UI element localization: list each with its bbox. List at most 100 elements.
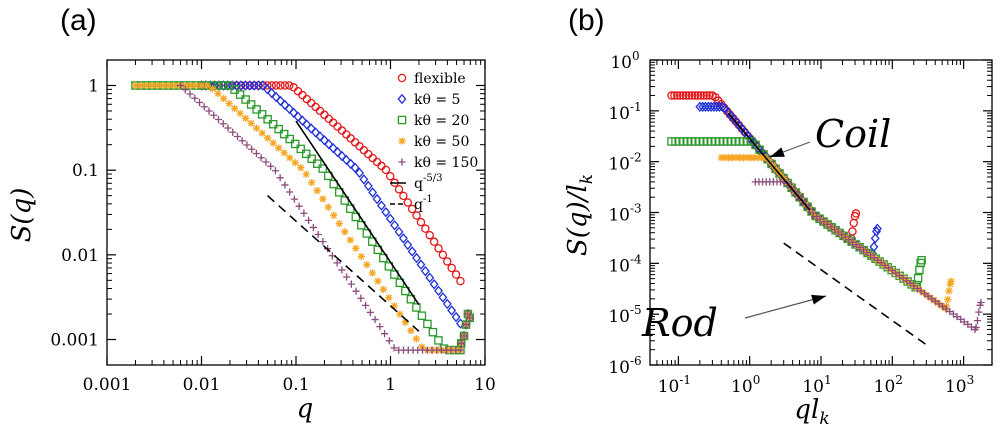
panel-b-data-point	[736, 154, 744, 162]
panel-a-data-point	[390, 302, 398, 310]
panel-a-data-point	[291, 159, 299, 167]
panel-a-data-point	[333, 259, 341, 267]
panel-a-data-point	[195, 98, 204, 107]
panel-a-data-point	[338, 266, 346, 274]
panel-a-data-point	[341, 154, 351, 166]
panel-b-data-point	[897, 273, 905, 281]
panel-b-x-axis-title-main: ql	[794, 395, 819, 425]
panel-b-data-point	[838, 230, 846, 239]
panel-a-data-point	[333, 146, 343, 158]
panel-a-legend-label-base: q	[414, 176, 423, 192]
panel-b-data-point	[892, 269, 900, 277]
panel-a-data-point	[447, 305, 457, 316]
panel-b-data-point	[957, 315, 965, 323]
panel-b-data-point	[975, 308, 983, 316]
panel-b-data-point	[812, 212, 821, 221]
panel-a-data-point	[377, 161, 386, 171]
panel-a-data-point	[350, 162, 360, 174]
panel-b-data-point	[915, 286, 924, 294]
panel-b-data-point	[886, 265, 894, 273]
panel-b-data-point	[848, 227, 857, 236]
panel-b-data-point	[864, 249, 872, 257]
panel-a-legend-marker	[397, 73, 407, 83]
panel-a-data-point	[276, 95, 285, 107]
panel-b-x-tick-base: 10	[731, 377, 753, 397]
panel-b-data-point	[673, 91, 682, 100]
panel-a-data-point	[423, 319, 432, 329]
panel-b-data-point	[931, 297, 940, 305]
rod-arrow-head	[811, 294, 826, 305]
panel-b-data-point	[893, 270, 902, 278]
panel-a-data-point	[297, 115, 307, 126]
panel-a-x-axis-title: q	[297, 394, 314, 424]
panel-a-data-point	[352, 287, 360, 295]
panel-a-data-point	[417, 311, 427, 320]
panel-a-legend-label-exponent: -5/3	[423, 173, 442, 184]
panel-a-data-point	[293, 86, 303, 96]
panel-a-data-point	[412, 335, 420, 343]
panel-a-data-point	[295, 202, 303, 210]
panel-b-y-axis-title: S(q)/lk	[563, 174, 597, 256]
panel-a-data-point	[381, 206, 391, 218]
panel-a-data-point	[421, 224, 430, 233]
panel-a-data-point	[159, 81, 167, 90]
panel-b-x-tick-label: 10-1	[658, 373, 691, 397]
panel-a-guide-lines	[267, 120, 420, 332]
panel-a-data-point	[355, 167, 364, 179]
panel-a-data-point	[337, 150, 347, 162]
panel-a-data-point	[379, 285, 387, 294]
panel-a-data-point	[374, 277, 382, 285]
panel-a-data-point	[346, 158, 356, 170]
panel-a-data-point	[390, 344, 398, 352]
panel-a-data-point	[355, 142, 364, 151]
panel-a-data-point	[342, 130, 351, 139]
panel-a-data-point	[324, 203, 332, 211]
panel-a-data-point	[242, 114, 250, 122]
panel-a-legend-label-base: q	[414, 197, 423, 213]
panel-b-label: (b)	[568, 4, 605, 37]
panel-b-data-point	[972, 323, 980, 332]
panel-a-data-point	[258, 80, 268, 91]
panel-a-data-point	[258, 129, 266, 137]
panel-a-data-point	[142, 81, 151, 90]
panel-b-data-point	[717, 154, 725, 162]
panel-a-data-point	[293, 111, 303, 122]
panel-b-data-point	[869, 241, 879, 252]
panel-b-y-tick-exponent: -5	[630, 303, 642, 317]
panel-a-data-point	[289, 107, 299, 118]
panel-a-data-point	[324, 114, 334, 123]
panel-b-data-point	[758, 154, 766, 162]
panel-a-data-point	[181, 86, 189, 94]
panel-a-data-point	[276, 81, 285, 90]
panel-a-data-point	[380, 330, 389, 338]
panel-a-data-point	[300, 209, 308, 217]
panel-a-data-point	[235, 90, 245, 99]
panel-a-data-point	[429, 237, 439, 247]
panel-a-data-point	[361, 301, 370, 309]
panel-a-data-point	[306, 123, 316, 134]
panel-a-data-point	[324, 139, 334, 150]
panel-a-data-point	[302, 170, 310, 178]
panel-b-data-point	[852, 241, 860, 249]
panel-b-data-point	[872, 226, 881, 237]
panel-a-data-point	[247, 119, 255, 127]
panel-a-data-point	[403, 239, 413, 251]
panel-a-data-point	[438, 292, 448, 303]
panel-a-data-point	[302, 119, 312, 130]
panel-a-data-point	[346, 134, 355, 143]
panel-a-data-point	[257, 154, 265, 162]
panel-a-data-point	[420, 265, 430, 277]
panel-a-data-point	[284, 103, 294, 115]
panel-b-data-point	[941, 304, 949, 312]
panel-b-y-tick-label: 10-5	[608, 303, 641, 327]
panel-a-data-point	[357, 252, 365, 261]
panel-a-legend-label: kθ = 20	[414, 113, 469, 129]
panel-a-data-point	[214, 115, 223, 124]
panel-b-data-point	[902, 277, 911, 285]
panel-a-legend-label-exponent: -1	[423, 194, 433, 205]
panel-b-y-tick-base: 10	[608, 358, 630, 378]
panel-a-data-point	[407, 204, 417, 214]
panel-b-y-tick-exponent: -1	[630, 100, 642, 114]
panel-a-guide-line-1	[267, 195, 420, 332]
